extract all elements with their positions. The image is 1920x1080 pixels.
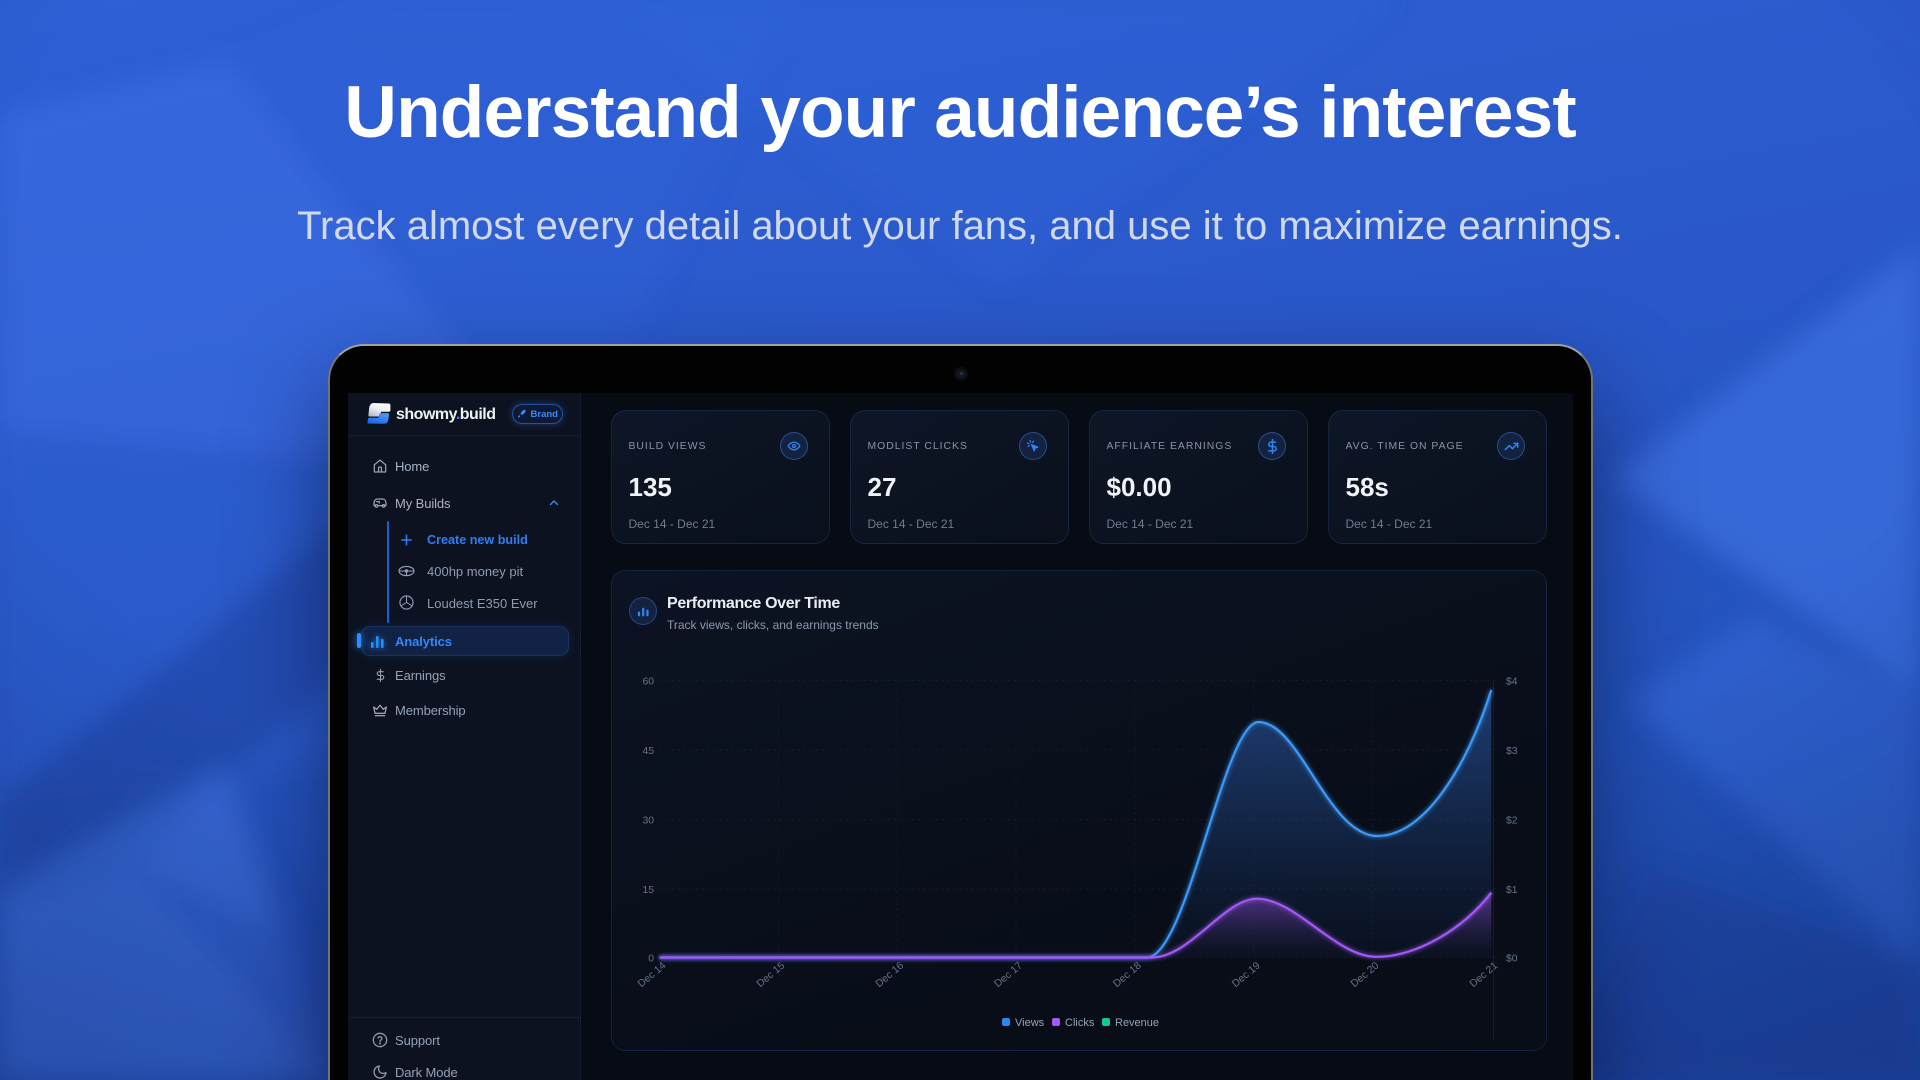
svg-text:Dec 16: Dec 16 <box>874 960 906 990</box>
svg-text:0: 0 <box>648 954 654 965</box>
svg-text:Dec 14: Dec 14 <box>636 960 668 990</box>
svg-text:Clicks: Clicks <box>1065 1017 1095 1029</box>
svg-text:$3: $3 <box>1506 746 1518 757</box>
svg-text:Views: Views <box>1015 1017 1045 1029</box>
svg-text:60: 60 <box>642 677 654 688</box>
svg-text:$2: $2 <box>1506 816 1518 827</box>
svg-text:30: 30 <box>642 816 654 827</box>
svg-text:Revenue: Revenue <box>1115 1017 1159 1029</box>
svg-text:Dec 15: Dec 15 <box>755 960 787 990</box>
svg-text:Dec 21: Dec 21 <box>1468 960 1500 990</box>
svg-text:Dec 17: Dec 17 <box>993 960 1025 990</box>
svg-text:15: 15 <box>642 885 654 896</box>
svg-text:45: 45 <box>642 746 654 757</box>
svg-text:Dec 18: Dec 18 <box>1111 960 1143 990</box>
svg-text:Dec 20: Dec 20 <box>1349 960 1381 990</box>
svg-text:$1: $1 <box>1506 885 1518 896</box>
svg-text:$0: $0 <box>1506 954 1518 965</box>
svg-text:Dec 19: Dec 19 <box>1230 960 1262 990</box>
svg-text:$4: $4 <box>1506 677 1518 688</box>
